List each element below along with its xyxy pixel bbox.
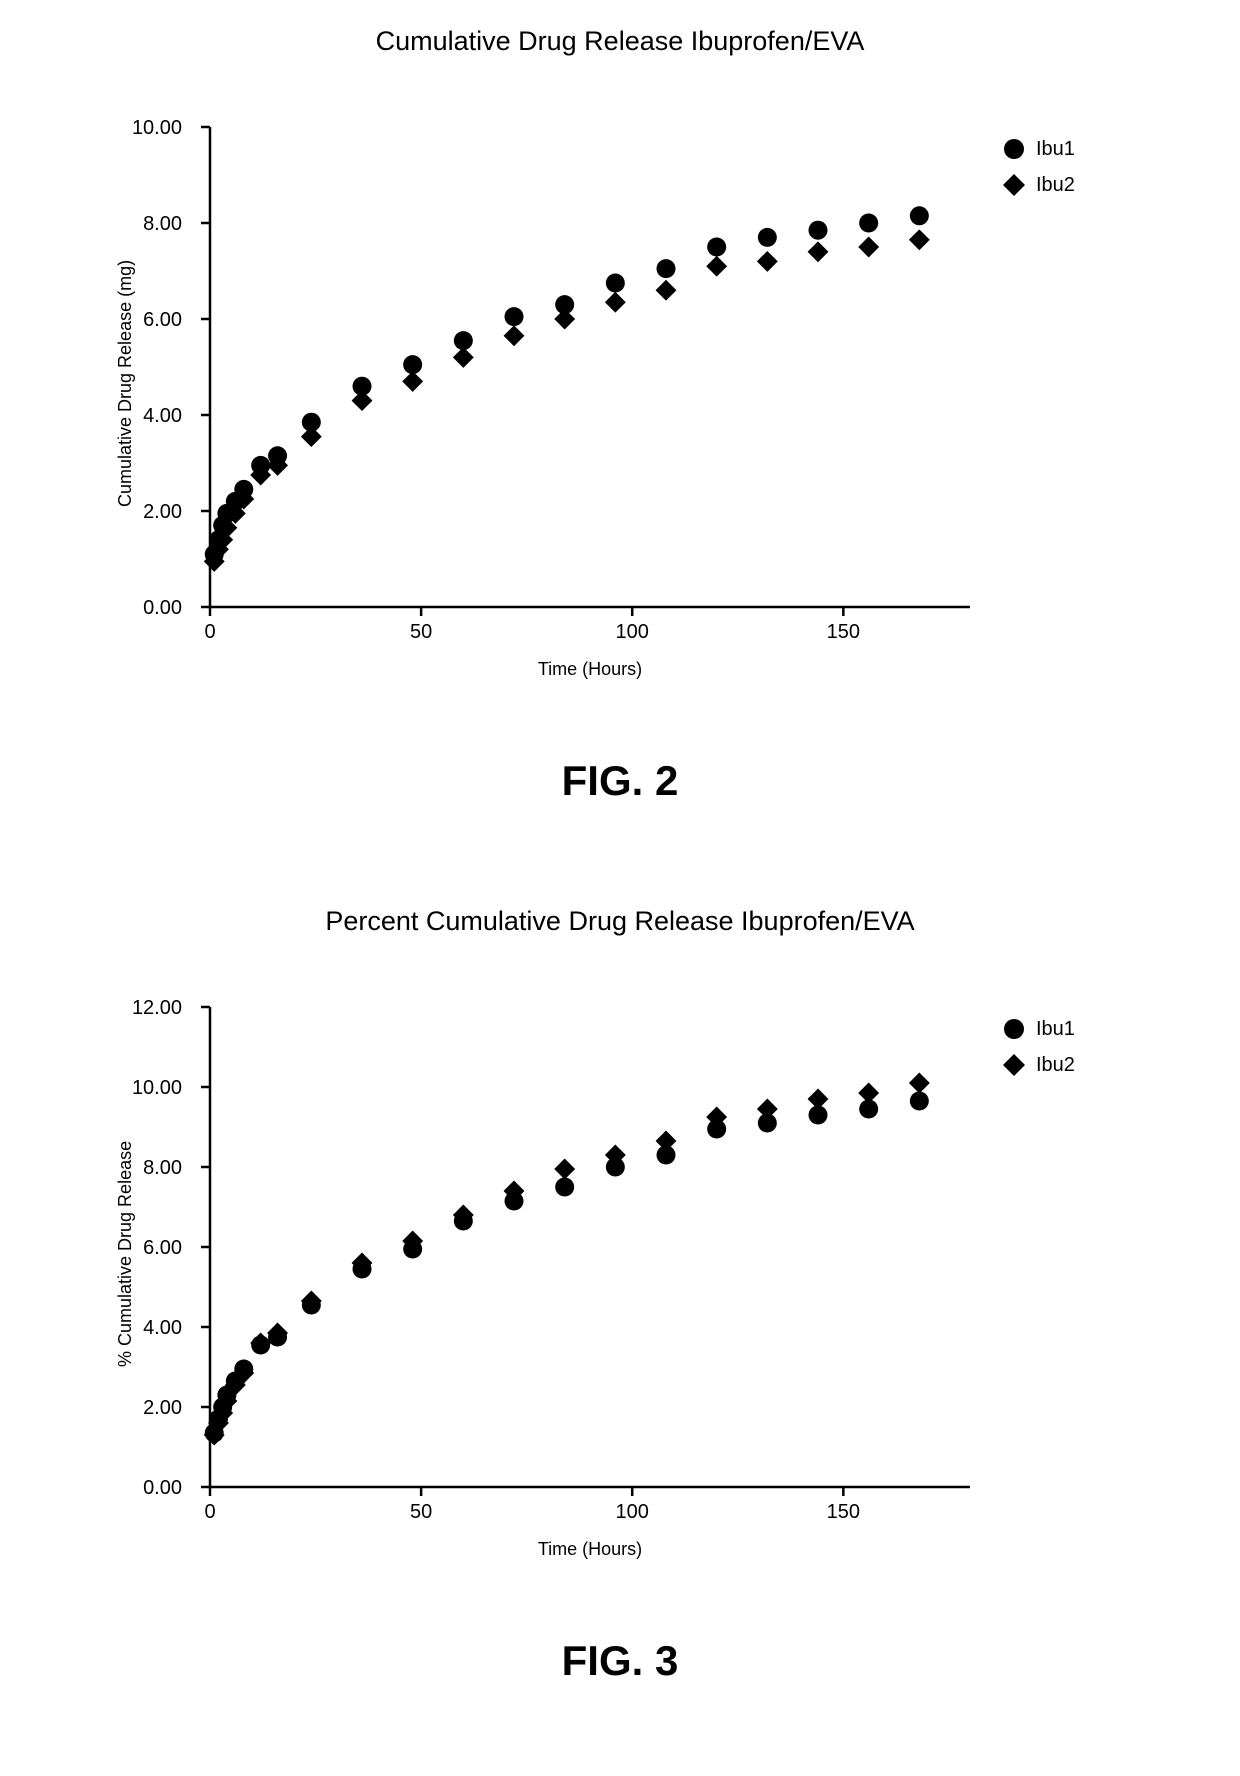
y-tick-label: 4.00 — [143, 1317, 182, 1340]
diamond-marker-icon — [1000, 171, 1028, 199]
y-axis-label: % Cumulative Drug Release — [115, 1141, 136, 1367]
legend-item: Ibu2 — [1000, 1051, 1075, 1079]
diamond-marker-icon — [1000, 1051, 1028, 1079]
legend-label: Ibu1 — [1036, 138, 1075, 161]
x-tick-labels: 050100150 — [210, 617, 970, 657]
x-axis-label: Time (Hours) — [210, 659, 970, 680]
chart-svg — [210, 127, 970, 607]
legend-label: Ibu2 — [1036, 174, 1075, 197]
legend-label: Ibu2 — [1036, 1054, 1075, 1077]
y-axis-label: Cumulative Drug Release (mg) — [115, 260, 136, 507]
legend-item: Ibu1 — [1000, 1015, 1075, 1043]
y-tick-label: 6.00 — [143, 309, 182, 332]
legend-item: Ibu2 — [1000, 171, 1075, 199]
x-tick-label: 150 — [813, 621, 873, 644]
y-tick-labels: 0.002.004.006.008.0010.0012.00 — [0, 1007, 200, 1487]
x-tick-label: 100 — [602, 621, 662, 644]
circle-marker-icon — [1000, 1015, 1028, 1043]
figure-2: Cumulative Drug Release Ibuprofen/EVA 0.… — [0, 20, 1240, 880]
y-tick-label: 4.00 — [143, 405, 182, 428]
circle-marker-icon — [1000, 135, 1028, 163]
plot-area: 0.00 2.00 4.00 6.00 8.00 10.00 0 50 100 150 Cumu… — [0, 57, 1240, 697]
chart-title: Percent Cumulative Drug Release Ibuprofe… — [0, 906, 1240, 937]
y-tick-label: 6.00 — [143, 1237, 182, 1260]
chart-svg — [210, 1007, 970, 1487]
y-tick-label: 12.00 — [132, 997, 182, 1020]
y-tick-label: 0.00 — [143, 597, 182, 620]
plot-area: 0.00 2.00 4.00 6.00 8.00 10.00 12.00 0 50 100 150… — [0, 937, 1240, 1577]
page: Cumulative Drug Release Ibuprofen/EVA 0.… — [0, 0, 1240, 1776]
x-tick-label: 150 — [813, 1501, 873, 1524]
figure-label: FIG. 3 — [0, 1637, 1240, 1685]
figure-label: FIG. 2 — [0, 757, 1240, 805]
y-tick-labels: 0.002.004.006.008.0010.00 — [0, 127, 200, 607]
y-tick-label: 10.00 — [132, 1077, 182, 1100]
y-tick-label: 8.00 — [143, 1157, 182, 1180]
x-tick-label: 100 — [602, 1501, 662, 1524]
x-tick-label: 0 — [180, 1501, 240, 1524]
y-tick-label: 8.00 — [143, 213, 182, 236]
x-tick-labels: 050100150 — [210, 1497, 970, 1537]
chart-title: Cumulative Drug Release Ibuprofen/EVA — [0, 26, 1240, 57]
legend-label: Ibu1 — [1036, 1018, 1075, 1041]
legend-item: Ibu1 — [1000, 135, 1075, 163]
y-tick-label: 0.00 — [143, 1477, 182, 1500]
figure-3: Percent Cumulative Drug Release Ibuprofe… — [0, 900, 1240, 1760]
x-axis-label: Time (Hours) — [210, 1539, 970, 1560]
legend: Ibu1 Ibu2 — [1000, 135, 1075, 207]
legend: Ibu1 Ibu2 — [1000, 1015, 1075, 1087]
y-tick-label: 2.00 — [143, 501, 182, 524]
y-tick-label: 2.00 — [143, 1397, 182, 1420]
x-tick-label: 50 — [391, 1501, 451, 1524]
y-tick-label: 10.00 — [132, 117, 182, 140]
x-tick-label: 0 — [180, 621, 240, 644]
x-tick-label: 50 — [391, 621, 451, 644]
